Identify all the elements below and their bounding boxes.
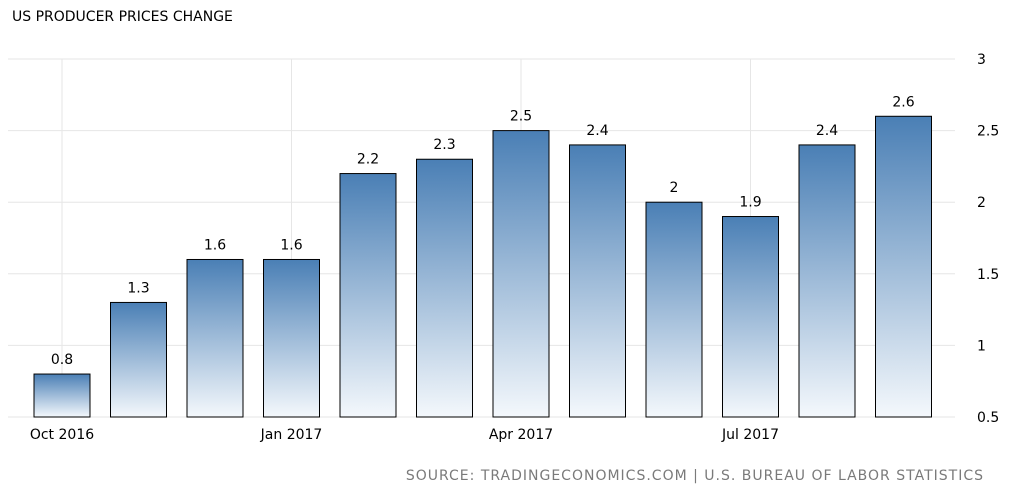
y-tick-label: 0.5	[977, 410, 999, 426]
data-label: 2.4	[816, 123, 838, 139]
bars	[33, 115, 932, 418]
bar-sep-2017	[875, 115, 932, 418]
x-tick-label: Oct 2016	[30, 427, 94, 443]
data-label: 1.3	[127, 280, 149, 296]
bar-may-2017	[569, 144, 626, 418]
bar-feb-2017	[339, 173, 397, 418]
bar-aug-2017	[798, 144, 856, 418]
data-label: 2.6	[892, 94, 914, 110]
bar-mar-2017	[416, 158, 473, 418]
data-label: 2.5	[510, 109, 532, 125]
x-tick-label: Jan 2017	[260, 427, 323, 443]
y-tick-label: 2.5	[977, 124, 999, 140]
bar-jul-2017	[722, 216, 779, 418]
bar-apr-2017	[492, 130, 550, 418]
bar-jan-2017	[263, 258, 320, 418]
y-axis-ticks: 0.5 1 1.5 2 2.5 3	[977, 52, 999, 426]
data-labels: 0.8 1.3 1.6 1.6 2.2 2.3 2.5 2.4 2 1.9 2.4 2.6	[51, 94, 915, 368]
bar-jun-2017	[645, 201, 703, 418]
data-label: 2.3	[433, 137, 455, 153]
y-tick-label: 1.5	[977, 267, 999, 283]
y-tick-label: 1	[977, 338, 986, 354]
y-tick-label: 3	[977, 52, 986, 68]
data-label: 2.4	[586, 123, 608, 139]
data-label: 0.8	[51, 352, 73, 368]
bar-oct-2016	[33, 373, 91, 418]
bar-dec-2016	[186, 258, 244, 418]
x-tick-label: Apr 2017	[489, 427, 553, 443]
data-label: 2	[670, 180, 679, 196]
y-tick-label: 2	[977, 195, 986, 211]
x-tick-label: Jul 2017	[721, 427, 779, 443]
x-axis-ticks: Oct 2016 Jan 2017 Apr 2017 Jul 2017	[30, 427, 779, 443]
data-label: 1.6	[280, 237, 302, 253]
data-label: 2.2	[357, 152, 379, 168]
source-note: SOURCE: TRADINGECONOMICS.COM | U.S. BURE…	[405, 468, 984, 484]
chart-title: US PRODUCER PRICES CHANGE	[12, 9, 233, 25]
data-label: 1.6	[204, 237, 226, 253]
data-label: 1.9	[739, 195, 761, 211]
bar-nov-2016	[110, 301, 167, 418]
